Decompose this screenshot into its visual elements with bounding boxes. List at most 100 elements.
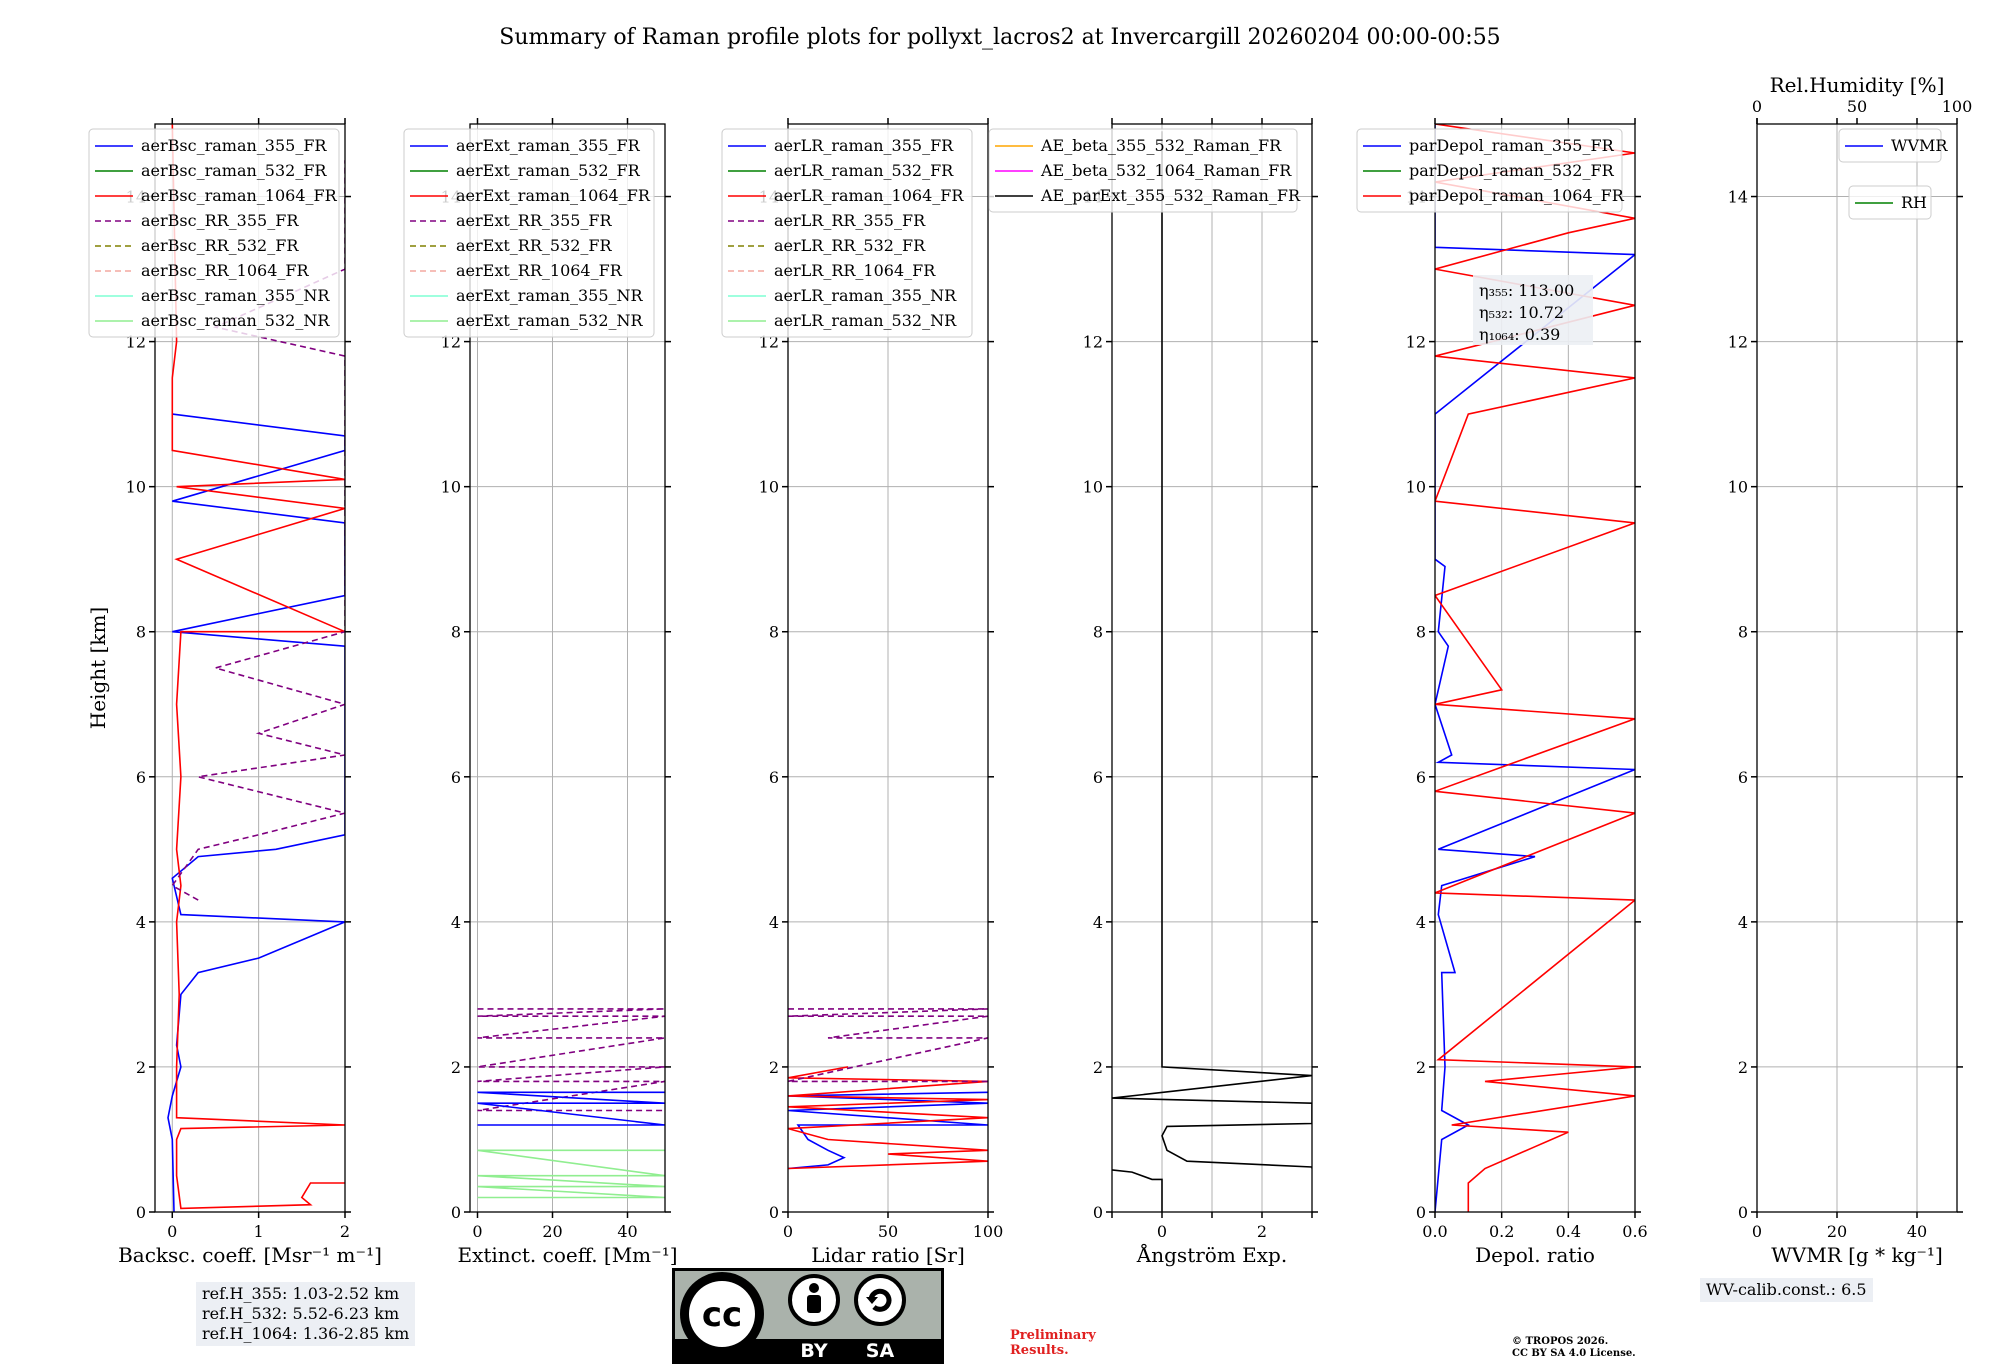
- x-tick-label: 0: [783, 1222, 793, 1241]
- y-tick-label: 12: [1083, 333, 1103, 352]
- y-tick-label: 6: [1738, 768, 1748, 787]
- series-line-AE_parExt_355_532_Raman_FR: [1112, 131, 1312, 1169]
- panel-angstrom: 0202468101214Ångström Exp.AE_beta_355_53…: [988, 118, 1318, 1267]
- legend-frame: [988, 128, 1298, 213]
- x-tick-label: 2: [1257, 1222, 1267, 1241]
- legend-entry: parDepol_raman_1064_FR: [1409, 186, 1625, 205]
- eta-value: η₅₃₂: 10.72: [1479, 303, 1564, 322]
- ref-height-532: ref.H_532: 5.52-6.23 km: [202, 1304, 400, 1323]
- legend-entry: aerBsc_raman_532_FR: [141, 161, 327, 180]
- y-tick-label: 6: [451, 768, 461, 787]
- panel-wvmr: 0 20 40 0 2 4 6 8 10 12 14 WVMR [g * kg⁻¹] 0 50 100Rel…: [1728, 73, 1973, 1267]
- y-tick-label: 6: [136, 768, 146, 787]
- eta-annotation-box: [1473, 275, 1593, 345]
- series-line-aerExt_raman_532_NR: [477, 1149, 665, 1199]
- y-tick-label: 8: [1416, 623, 1426, 642]
- legend-entry: aerLR_RR_355_FR: [774, 211, 926, 230]
- y-tick-label: 10: [759, 478, 779, 497]
- top-tick-label: 50: [1847, 97, 1867, 116]
- y-tick-label: 4: [451, 913, 461, 932]
- y-tick-label: 2: [1093, 1058, 1103, 1077]
- legend-frame: [721, 128, 973, 338]
- x-tick-label: 40: [617, 1222, 637, 1241]
- legend-entry: aerBsc_raman_355_FR: [141, 136, 327, 155]
- series-line-aerLR_raman_1064_FR: [788, 1066, 988, 1170]
- y-tick-label: 8: [769, 623, 779, 642]
- sa-label: SA: [866, 1340, 895, 1362]
- preliminary-line-2: Results.: [1010, 1343, 1069, 1358]
- legend-entry: aerExt_RR_355_FR: [456, 211, 613, 230]
- cc-license-badge: cc BY SA: [672, 1268, 944, 1364]
- sa-sharealike-icon: [854, 1274, 906, 1326]
- series-line-aerBsc_raman_1064_FR: [171, 124, 345, 1210]
- y-tick-label: 12: [1728, 333, 1748, 352]
- y-tick-label: 2: [1738, 1058, 1748, 1077]
- x-tick-label: 0: [1157, 1222, 1167, 1241]
- series-line-parDepol_raman_1064_FR: [1435, 124, 1635, 1212]
- legend-entry: aerBsc_RR_1064_FR: [141, 261, 310, 280]
- legend-frame: [1356, 128, 1623, 213]
- panel-depol: 0.00.20.40.602468101214Depol. ratioparDe…: [1356, 118, 1648, 1267]
- y-tick-label: 8: [1738, 623, 1748, 642]
- x-axis-label: Extinct. coeff. [Mm⁻¹]: [457, 1243, 677, 1267]
- series-group: [788, 1008, 988, 1170]
- top-axis-label: Rel.Humidity [%]: [1770, 73, 1945, 97]
- legend: parDepol_raman_355_FR parDepol_raman_532_…: [1356, 128, 1625, 213]
- y-tick-label: 2: [1416, 1058, 1426, 1077]
- wv-calibration-constant: WV-calib.const.: 6.5: [1706, 1280, 1867, 1299]
- legend-entry: aerExt_raman_1064_FR: [456, 186, 651, 205]
- y-tick-label: 4: [1738, 913, 1748, 932]
- plot-frame: [469, 123, 666, 1213]
- y-tick-label: 10: [1728, 478, 1748, 497]
- cc-logo-text: cc: [702, 1295, 742, 1335]
- x-axis-label: Ångström Exp.: [1136, 1242, 1287, 1267]
- plot-frame: [154, 123, 346, 1213]
- legend-entry: AE_beta_355_532_Raman_FR: [1040, 136, 1282, 155]
- legend-entry: aerBsc_RR_355_FR: [141, 211, 299, 230]
- preliminary-line-1: Preliminary: [1010, 1328, 1096, 1343]
- x-tick-label: 0: [167, 1222, 177, 1241]
- legend-entry: aerExt_RR_1064_FR: [456, 261, 623, 280]
- copyright-line-1: © TROPOS 2026.: [1512, 1336, 1609, 1347]
- legend-entry: aerExt_raman_532_FR: [456, 161, 641, 180]
- y-tick-label: 8: [136, 623, 146, 642]
- legend: WVMR: [1838, 128, 1948, 163]
- y-tick-label: 14: [1728, 188, 1748, 207]
- legend-entry: aerBsc_raman_1064_FR: [141, 186, 338, 205]
- x-tick-label: 0.2: [1489, 1222, 1514, 1241]
- copyright-line-2: CC BY SA 4.0 License.: [1512, 1348, 1636, 1359]
- x-tick-label: 50: [878, 1222, 898, 1241]
- series-line-aerExt_raman_355_FR: [477, 1091, 665, 1126]
- legend-entry: aerLR_raman_355_NR: [774, 286, 957, 305]
- legend-entry: aerLR_RR_1064_FR: [774, 261, 936, 280]
- plot-frame: [1434, 123, 1636, 1213]
- y-tick-label: 10: [126, 478, 146, 497]
- x-tick-label: 20: [542, 1222, 562, 1241]
- legend-frame: [88, 128, 340, 338]
- legend-entry: aerLR_raman_1064_FR: [774, 186, 964, 205]
- legend-entry: AE_parExt_355_532_Raman_FR: [1040, 186, 1301, 205]
- legend-entry: aerBsc_raman_355_NR: [141, 286, 330, 305]
- x-tick-label: 20: [1827, 1222, 1847, 1241]
- cc-circle-inner: [689, 1281, 755, 1347]
- panel-lidar_ratio: 05010002468101214Lidar ratio [Sr]aerLR_r…: [721, 118, 1004, 1267]
- y-tick-label: 10: [1083, 478, 1103, 497]
- series-line-aerBsc_raman_355_FR: [167, 413, 345, 1212]
- x-tick-label: 0.4: [1556, 1222, 1581, 1241]
- legend-frame: [1838, 128, 1942, 163]
- preliminary-results-note: Preliminary Results.: [1010, 1328, 1096, 1358]
- ref-height-1064: ref.H_1064: 1.36-2.85 km: [202, 1324, 410, 1343]
- legend-entry: aerExt_raman_355_NR: [456, 286, 644, 305]
- x-tick-label: 100: [973, 1222, 1004, 1241]
- top-tick-label: 100: [1942, 97, 1973, 116]
- x-axis-label: Backsc. coeff. [Msr⁻¹ m⁻¹]: [118, 1243, 382, 1267]
- legend-entry: parDepol_raman_532_FR: [1409, 161, 1615, 180]
- legend-entry: aerBsc_raman_532_NR: [141, 311, 330, 330]
- series-group: [1112, 131, 1312, 1212]
- x-tick-label: 40: [1907, 1222, 1927, 1241]
- y-tick-label: 0: [769, 1203, 779, 1222]
- y-axis-label: Height [km]: [86, 607, 110, 729]
- y-tick-label: 2: [136, 1058, 146, 1077]
- x-tick-label: 0.6: [1622, 1222, 1647, 1241]
- panel-backscatter: 01202468101214Backsc. coeff. [Msr⁻¹ m⁻¹]…: [86, 118, 382, 1267]
